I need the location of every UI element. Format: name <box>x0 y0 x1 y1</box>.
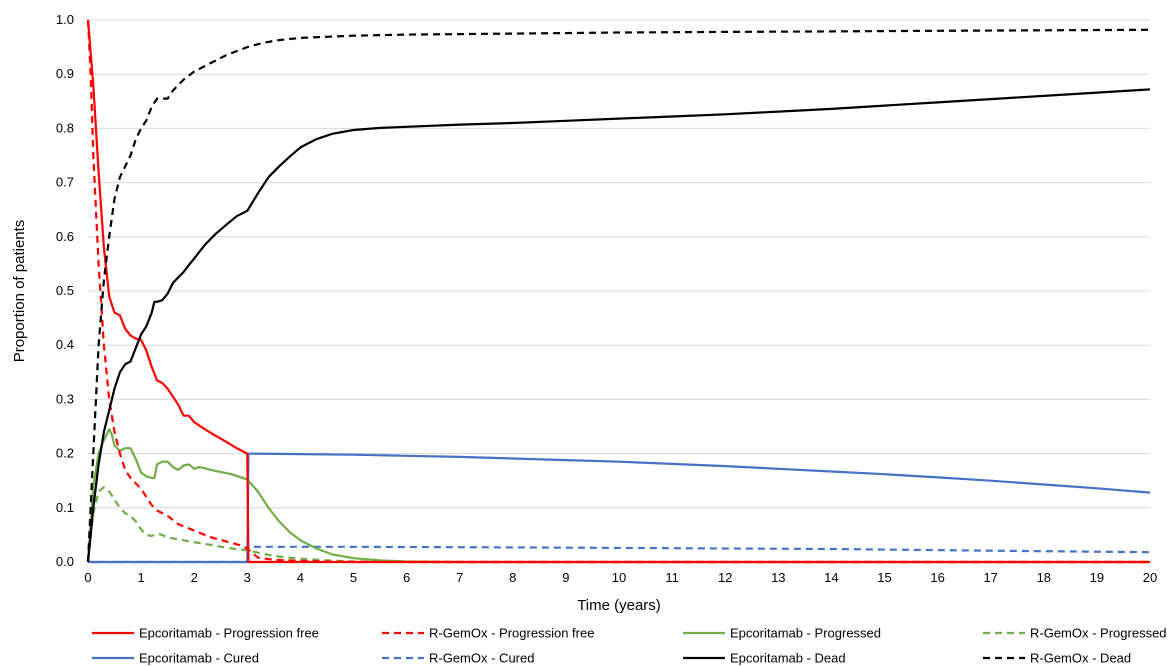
y-tick-label: 0.1 <box>56 500 74 515</box>
x-tick-label: 7 <box>456 570 463 585</box>
legend-label: R-GemOx - Progressed <box>1030 626 1167 641</box>
x-tick-label: 12 <box>718 570 732 585</box>
y-tick-label: 0.3 <box>56 391 74 406</box>
x-tick-label: 18 <box>1037 570 1051 585</box>
y-tick-label: 0.9 <box>56 66 74 81</box>
series-line-0 <box>86 19 1150 564</box>
series-line-7 <box>86 28 1151 563</box>
series-line-4 <box>88 452 1151 564</box>
y-tick-label: 0.2 <box>56 446 74 461</box>
legend-label: Epcoritamab - Cured <box>139 651 259 666</box>
y-tick-label: 0.7 <box>56 175 74 190</box>
x-tick-label: 11 <box>665 570 679 585</box>
x-tick-label: 10 <box>612 570 626 585</box>
series-line-3 <box>86 486 1150 564</box>
series-line-2 <box>86 428 1150 564</box>
x-tick-label: 3 <box>244 570 251 585</box>
gridlines <box>88 19 1150 509</box>
legend-label: R-GemOx - Dead <box>1030 651 1131 666</box>
y-tick-label: 0.4 <box>56 337 74 352</box>
x-tick-label: 19 <box>1090 570 1104 585</box>
series-lines <box>86 19 1151 564</box>
x-tick-label: 20 <box>1143 570 1157 585</box>
tick-labels: 0.00.10.20.30.40.50.60.70.80.91.00 1 2 3 4 5 6… <box>56 12 1157 585</box>
y-tick-label: 1.0 <box>56 12 74 27</box>
x-tick-label: 8 <box>509 570 516 585</box>
legend-label: Epcoritamab - Progression free <box>139 626 319 641</box>
x-tick-label: 14 <box>824 570 838 585</box>
legend: Epcoritamab - Progression free R-GemOx - … <box>92 626 1167 666</box>
x-tick-label: 6 <box>403 570 410 585</box>
x-tick-label: 16 <box>930 570 944 585</box>
legend-label: Epcoritamab - Dead <box>730 651 846 666</box>
y-axis-title: Proportion of patients <box>11 220 28 363</box>
x-tick-label: 9 <box>562 570 569 585</box>
x-tick-label: 15 <box>877 570 891 585</box>
x-tick-label: 2 <box>191 570 198 585</box>
x-tick-label: 5 <box>350 570 357 585</box>
y-tick-label: 0.5 <box>56 283 74 298</box>
series-line-1 <box>86 19 1150 564</box>
x-tick-label: 4 <box>297 570 304 585</box>
x-tick-label: 0 <box>84 570 91 585</box>
series-line-6 <box>86 88 1151 563</box>
y-tick-label: 0.8 <box>56 120 74 135</box>
y-tick-label: 0.0 <box>56 554 74 569</box>
x-tick-label: 13 <box>771 570 785 585</box>
x-tick-label: 17 <box>983 570 997 585</box>
x-tick-label: 1 <box>137 570 144 585</box>
y-tick-label: 0.6 <box>56 229 74 244</box>
legend-label: R-GemOx - Progression free <box>429 626 594 641</box>
x-axis-title: Time (years) <box>577 597 661 614</box>
legend-label: R-GemOx - Cured <box>429 651 534 666</box>
legend-label: Epcoritamab - Progressed <box>730 626 881 641</box>
